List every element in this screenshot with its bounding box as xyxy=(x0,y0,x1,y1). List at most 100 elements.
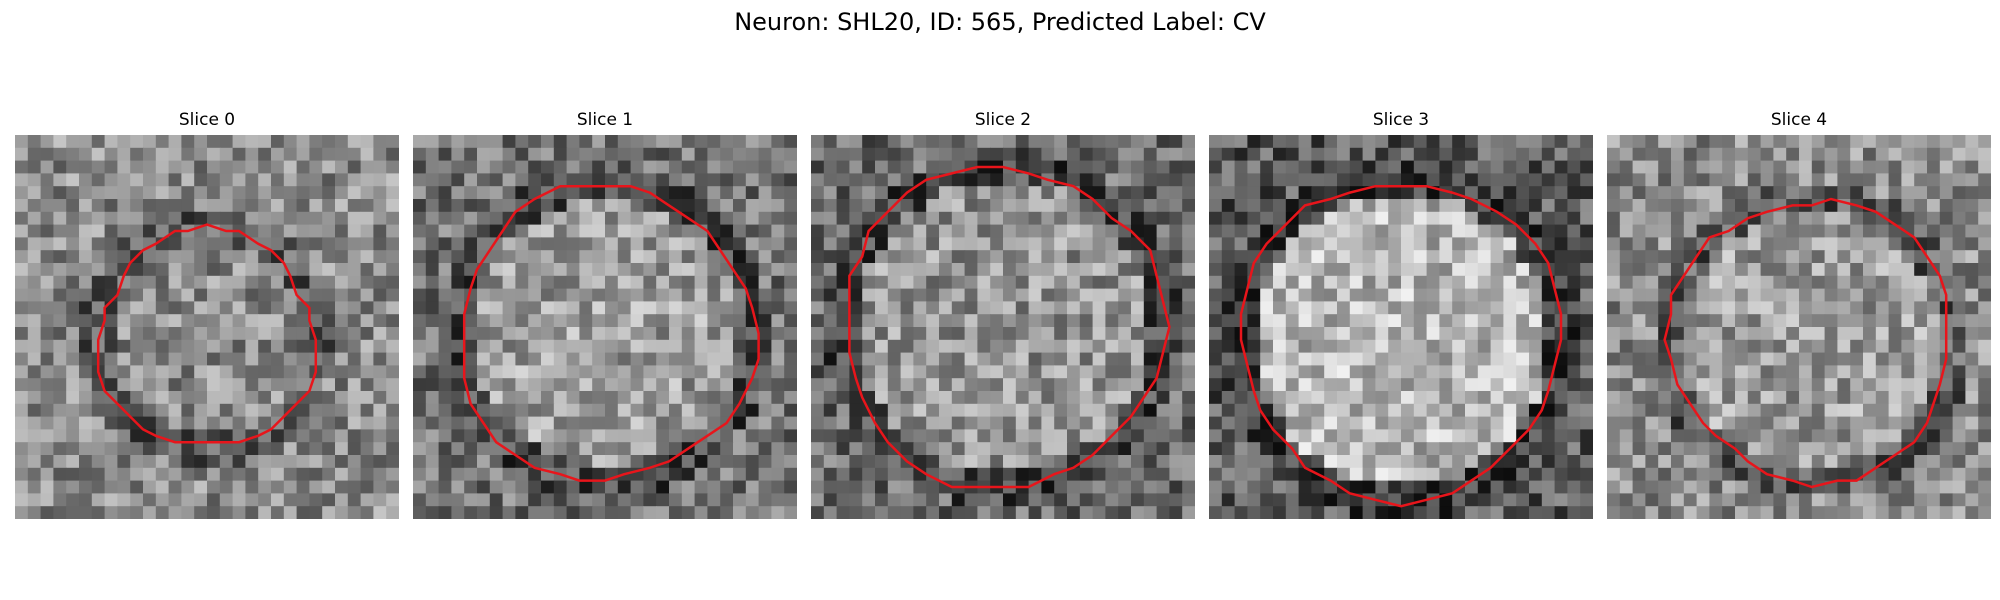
pixel xyxy=(1580,135,1593,149)
pixel xyxy=(232,493,246,507)
pixel xyxy=(1337,391,1351,405)
pixel xyxy=(489,378,504,392)
pixel xyxy=(784,352,797,366)
pixel xyxy=(1118,147,1132,162)
pixel xyxy=(720,506,734,519)
pixel xyxy=(1337,263,1351,277)
pixel xyxy=(733,429,747,443)
pixel xyxy=(40,480,54,494)
pixel xyxy=(1477,211,1492,226)
pixel xyxy=(181,391,195,405)
pixel xyxy=(219,442,234,456)
pixel xyxy=(1465,224,1479,238)
pixel xyxy=(579,160,593,174)
pixel xyxy=(1529,160,1543,174)
contour-outline xyxy=(1663,197,1948,489)
pixel xyxy=(1041,327,1055,341)
pixel xyxy=(194,250,208,264)
pixel xyxy=(681,455,696,469)
pixel xyxy=(1786,442,1800,456)
pixel xyxy=(1401,327,1415,341)
pixel xyxy=(1722,391,1736,405)
pixel xyxy=(271,224,285,238)
pixel xyxy=(811,327,825,341)
pixel xyxy=(592,135,606,149)
pixel xyxy=(117,186,131,200)
pixel xyxy=(862,173,876,187)
pixel xyxy=(1131,480,1145,494)
pixel xyxy=(1273,391,1287,405)
pixel xyxy=(630,365,644,379)
pixel xyxy=(1105,275,1119,290)
pixel xyxy=(733,211,747,226)
pixel xyxy=(1927,378,1941,392)
pixel xyxy=(1632,314,1646,328)
pixel xyxy=(438,237,452,251)
pixel xyxy=(1156,391,1170,405)
pixel xyxy=(1888,314,1902,328)
pixel xyxy=(553,480,568,494)
pixel xyxy=(630,429,644,443)
pixel xyxy=(1105,135,1119,149)
pixel xyxy=(15,365,29,379)
pixel xyxy=(1156,429,1170,443)
pixel xyxy=(1221,327,1236,341)
pixel xyxy=(1952,442,1966,456)
pixel xyxy=(155,416,170,430)
pixel xyxy=(1247,224,1261,238)
pixel xyxy=(1067,224,1081,238)
pixel xyxy=(91,199,106,213)
pixel xyxy=(207,314,221,328)
pixel xyxy=(1465,160,1479,174)
pixel xyxy=(168,173,182,187)
pixel xyxy=(1413,263,1428,277)
pixel xyxy=(1131,455,1145,469)
pixel xyxy=(951,288,966,302)
pixel xyxy=(913,211,927,226)
pixel xyxy=(1811,173,1826,187)
pixel xyxy=(1747,506,1762,519)
pixel xyxy=(296,263,310,277)
pixel xyxy=(900,391,914,405)
pixel xyxy=(1875,186,1890,200)
pixel xyxy=(1092,263,1106,277)
pixel xyxy=(1401,275,1415,290)
pixel xyxy=(335,224,349,238)
pixel xyxy=(413,339,427,354)
pixel xyxy=(1247,186,1261,200)
pixel xyxy=(1337,365,1351,379)
pixel xyxy=(579,365,593,379)
pixel xyxy=(1465,506,1479,519)
pixel xyxy=(1863,173,1877,187)
pixel xyxy=(1709,173,1723,187)
pixel xyxy=(1401,147,1415,162)
pixel xyxy=(1722,199,1736,213)
pixel xyxy=(347,288,362,302)
pixel xyxy=(1875,224,1890,238)
pixel xyxy=(1503,160,1517,174)
pixel xyxy=(489,135,504,149)
pixel xyxy=(720,327,734,341)
pixel xyxy=(617,263,632,277)
pixel xyxy=(758,378,772,392)
pixel xyxy=(1182,275,1195,290)
pixel xyxy=(1914,403,1928,418)
pixel xyxy=(951,135,966,149)
pixel xyxy=(1541,135,1556,149)
pixel xyxy=(900,288,914,302)
pixel xyxy=(1580,506,1593,519)
pixel xyxy=(477,224,491,238)
pixel xyxy=(720,199,734,213)
pixel xyxy=(1658,135,1672,149)
pixel xyxy=(1092,480,1106,494)
pixel xyxy=(1837,160,1851,174)
pixel xyxy=(694,314,708,328)
pixel xyxy=(1824,211,1838,226)
pixel xyxy=(1375,442,1389,456)
pixel xyxy=(656,314,670,328)
pixel xyxy=(91,263,106,277)
pixel xyxy=(1003,211,1017,226)
pixel xyxy=(1054,416,1068,430)
pixel xyxy=(656,403,670,418)
pixel xyxy=(617,506,632,519)
